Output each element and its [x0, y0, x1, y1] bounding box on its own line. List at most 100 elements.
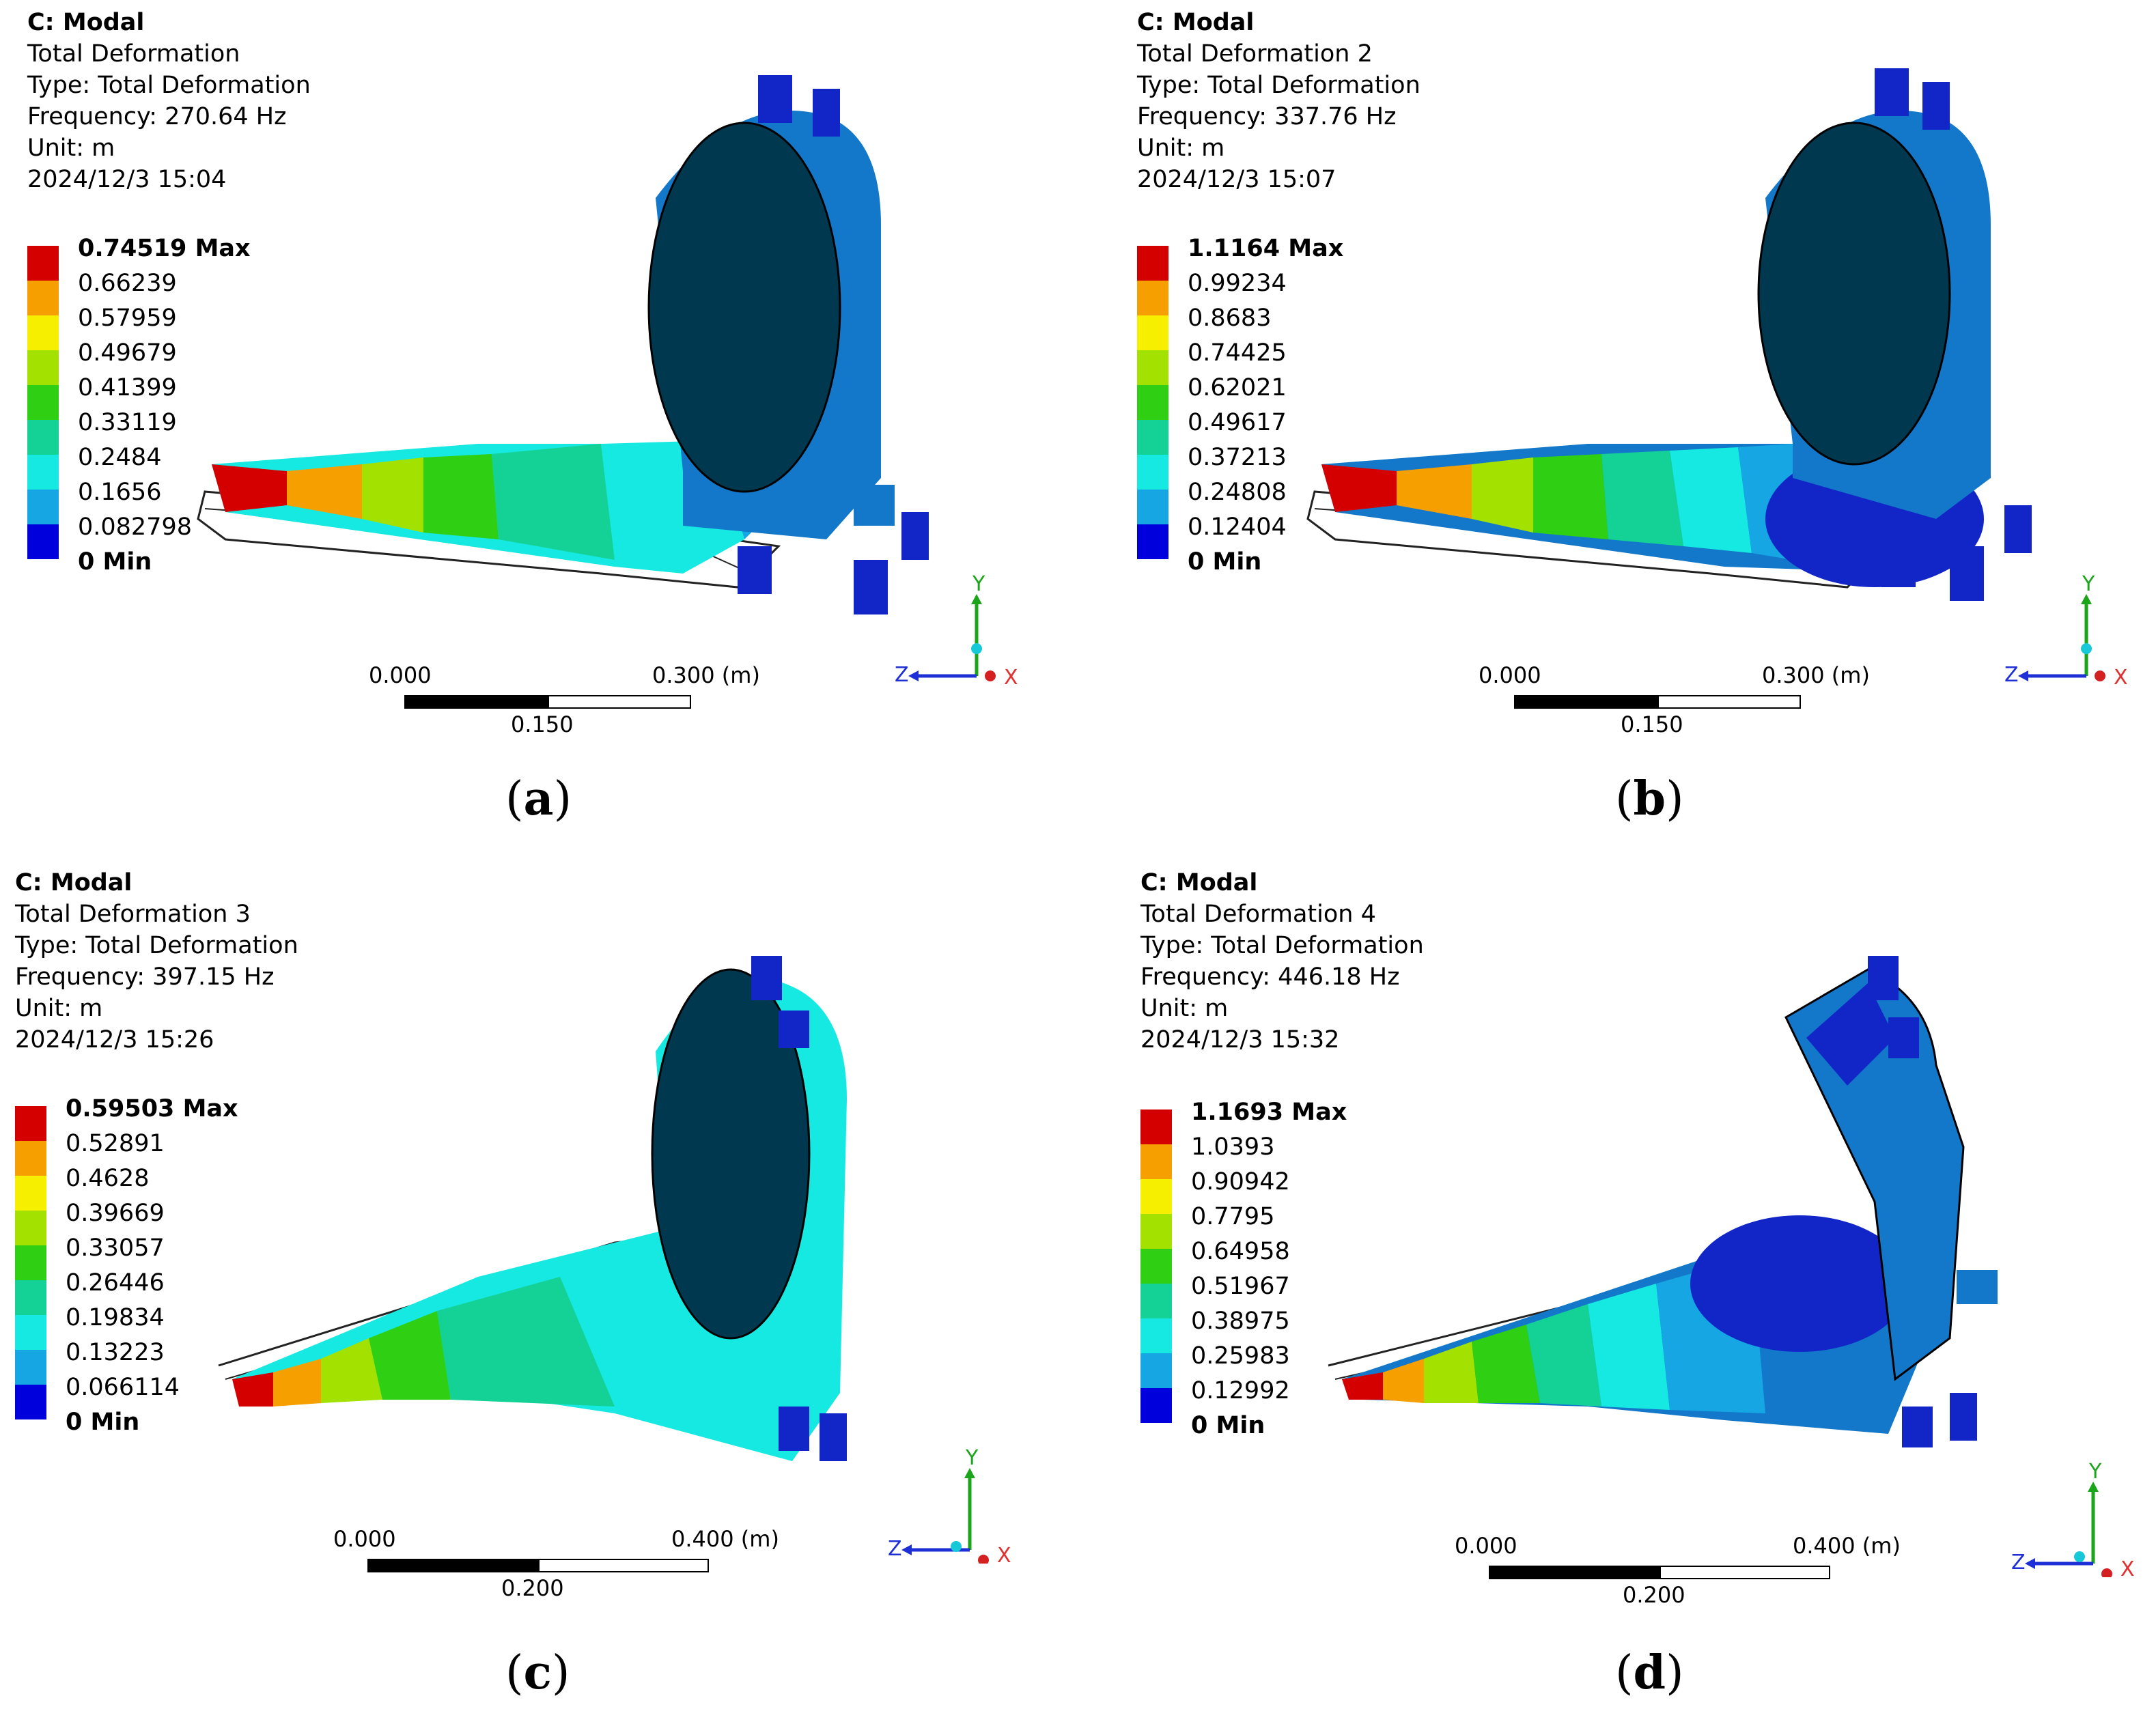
legend-label: 0.1656 [78, 479, 162, 506]
scale-mid-label: 0.200 [1623, 1582, 1685, 1608]
legend-min-label: 0 Min [1188, 548, 1262, 576]
legend-label: 0.49679 [78, 339, 177, 367]
result-date: 2024/12/3 15:07 [1137, 166, 1336, 193]
scale-end-label: 0.400 (m) [1793, 1533, 1901, 1559]
legend-swatch [15, 1211, 46, 1245]
legend-swatch [1140, 1353, 1172, 1388]
legend-min-label: 0 Min [1191, 1412, 1265, 1439]
legend-swatch [1137, 524, 1168, 559]
axis-x-label: X [2120, 1557, 2135, 1577]
legend-swatch [1140, 1214, 1172, 1249]
legend-label: 0.26446 [66, 1269, 165, 1297]
legend-swatch [1140, 1388, 1172, 1423]
axis-y-label: Y [2082, 574, 2095, 596]
legend-swatch [27, 315, 59, 350]
legend-swatch [15, 1385, 46, 1419]
legend-label: 0.99234 [1188, 270, 1287, 297]
deformed-model [1306, 68, 2032, 601]
legend-swatch [15, 1350, 46, 1385]
scale-bar-black [404, 695, 548, 709]
analysis-header: C: Modal [15, 869, 132, 896]
analysis-header: C: Modal [1137, 9, 1255, 36]
result-name: Total Deformation 2 [1137, 40, 1373, 68]
result-type: Type: Total Deformation [15, 932, 298, 959]
result-date: 2024/12/3 15:04 [27, 166, 227, 193]
legend-label: 0.12404 [1188, 513, 1287, 541]
legend-swatch [15, 1280, 46, 1315]
legend-swatch [1137, 315, 1168, 350]
panel-caption: (d) [1615, 1645, 1684, 1700]
legend-max-label: 1.1164 Max [1188, 235, 1344, 262]
scale-start-label: 0.000 [369, 662, 432, 688]
legend-swatch [15, 1141, 46, 1176]
axis-x-label: X [2114, 666, 2128, 690]
legend-swatch [27, 490, 59, 524]
scale-end-label: 0.400 (m) [671, 1526, 779, 1552]
scale-bar-black [1514, 695, 1657, 709]
scale-start-label: 0.000 [333, 1526, 396, 1552]
legend-label: 0.51967 [1191, 1273, 1290, 1300]
panel-c: C: Modal Total Deformation 3 Type: Total… [0, 860, 1065, 1700]
legend-label: 0.52891 [66, 1130, 165, 1157]
result-name: Total Deformation 4 [1140, 901, 1376, 928]
coordinate-triad: Y Z X [888, 1447, 1011, 1564]
scale-mid-label: 0.150 [1621, 711, 1683, 737]
legend-swatch [1137, 246, 1168, 281]
legend-label: 0.13223 [66, 1339, 165, 1366]
result-frequency: Frequency: 337.76 Hz [1137, 103, 1397, 130]
legend-swatch [15, 1245, 46, 1280]
legend-label: 0.39669 [66, 1200, 165, 1227]
legend-label: 0.38975 [1191, 1308, 1290, 1335]
deformed-model [218, 956, 847, 1461]
legend-swatch [1137, 385, 1168, 420]
legend-swatch [1140, 1249, 1172, 1284]
result-info: C: Modal Total Deformation Type: Total D… [27, 7, 311, 195]
result-date: 2024/12/3 15:26 [15, 1026, 214, 1054]
axis-x-label: X [997, 1544, 1011, 1564]
axis-z-label: Z [2011, 1551, 2026, 1574]
legend-swatch [1140, 1179, 1172, 1214]
result-info: C: Modal Total Deformation 4 Type: Total… [1140, 867, 1424, 1056]
legend-label: 0.49617 [1188, 409, 1287, 436]
result-type: Type: Total Deformation [1140, 932, 1424, 959]
legend-label: 0.7795 [1191, 1203, 1275, 1230]
legend-swatch [1140, 1144, 1172, 1179]
legend-min-label: 0 Min [66, 1409, 140, 1436]
legend-label: 0.24808 [1188, 479, 1287, 506]
scale-bar: 0.000 0.400 (m) 0.200 [1455, 1533, 1905, 1608]
legend-label: 0.66239 [78, 270, 177, 297]
panel-caption: (a) [505, 772, 572, 826]
legend-swatch [1137, 455, 1168, 490]
legend-swatch [1140, 1284, 1172, 1318]
legend-swatch [15, 1315, 46, 1350]
deformed-model [1328, 956, 1998, 1447]
scale-end-label: 0.300 (m) [652, 662, 760, 688]
axis-y-label: Y [965, 1447, 979, 1470]
scale-bar: 0.000 0.300 (m) 0.150 [1479, 662, 1870, 737]
legend-max-label: 1.1693 Max [1191, 1099, 1347, 1126]
legend-label: 0.2484 [78, 444, 162, 471]
legend-label: 0.4628 [66, 1165, 150, 1192]
panel-d: C: Modal Total Deformation 4 Type: Total… [1110, 860, 2156, 1700]
axis-z-label: Z [2004, 663, 2019, 687]
axis-z-label: Z [895, 663, 909, 687]
scale-mid-label: 0.200 [501, 1575, 564, 1601]
legend-min-label: 0 Min [78, 548, 152, 576]
legend-swatch [27, 281, 59, 315]
legend-label: 0.57959 [78, 305, 177, 332]
legend-label: 0.33057 [66, 1234, 165, 1262]
legend-label: 0.41399 [78, 374, 177, 401]
result-frequency: Frequency: 446.18 Hz [1140, 963, 1400, 991]
scale-bar-white [1660, 1566, 1830, 1579]
legend-label: 0.066114 [66, 1374, 180, 1401]
panel-b: C: Modal Total Deformation 2 Type: Total… [1110, 0, 2156, 840]
panel-caption: (c) [505, 1645, 570, 1700]
scale-end-label: 0.300 (m) [1762, 662, 1870, 688]
legend-label: 0.8683 [1188, 305, 1272, 332]
legend-swatch [27, 350, 59, 385]
result-unit: Unit: m [1137, 135, 1225, 162]
legend-label: 0.33119 [78, 409, 177, 436]
axis-y-label: Y [2088, 1461, 2102, 1484]
scale-bar-white [1657, 695, 1801, 709]
coordinate-triad: Y Z X [895, 574, 1018, 690]
